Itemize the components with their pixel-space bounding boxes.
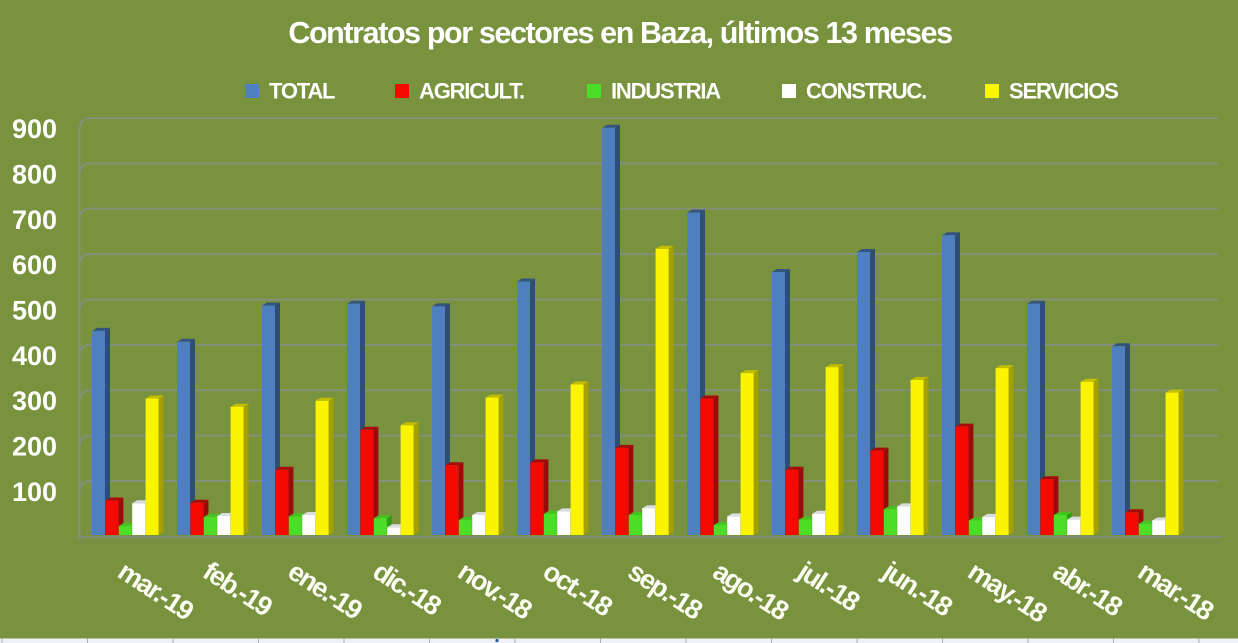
svg-text:SERVICIOS: SERVICIOS [1009, 79, 1118, 104]
svg-text:CONSTRUC.: CONSTRUC. [806, 79, 926, 104]
svg-text:900: 900 [12, 114, 57, 144]
svg-text:100: 100 [12, 477, 57, 507]
svg-text:Contratos por sectores en Baza: Contratos por sectores en Baza, últimos … [288, 16, 952, 50]
svg-text:TOTAL: TOTAL [269, 79, 335, 104]
svg-text:600: 600 [12, 250, 57, 280]
svg-text:800: 800 [12, 159, 57, 189]
svg-text:400: 400 [12, 341, 57, 371]
svg-text:700: 700 [12, 205, 57, 235]
svg-text:300: 300 [12, 386, 57, 416]
svg-text:AGRICULT.: AGRICULT. [419, 79, 524, 104]
svg-text:INDUSTRIA: INDUSTRIA [611, 79, 721, 104]
svg-text:200: 200 [12, 432, 57, 462]
svg-text:500: 500 [12, 296, 57, 326]
